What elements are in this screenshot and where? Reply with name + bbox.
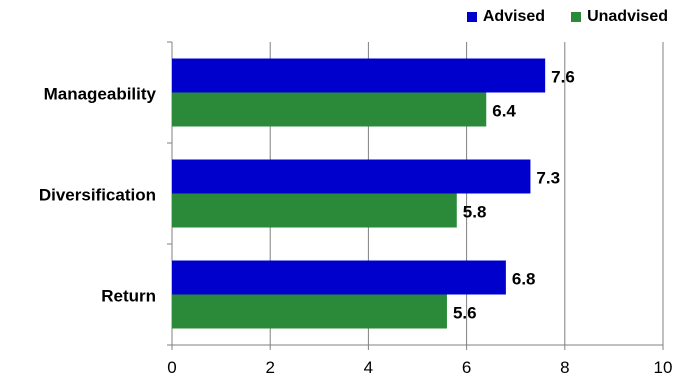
legend-swatch-unadvised [571, 12, 582, 22]
legend: Advised Unadvised [466, 8, 668, 26]
data-label-unadvised-1: 5.8 [463, 203, 487, 222]
data-label-unadvised-2: 5.6 [453, 304, 477, 323]
bar-unadvised-2 [172, 294, 447, 329]
legend-label-advised: Advised [482, 8, 546, 25]
legend-swatch-advised [466, 12, 477, 22]
category-label-0: Manageability [44, 85, 157, 104]
x-tick-label-5: 10 [654, 358, 673, 377]
data-label-advised-2: 6.8 [512, 270, 536, 289]
legend-item-advised: Advised [466, 8, 546, 26]
bar-unadvised-1 [172, 193, 457, 228]
bar-advised-1 [172, 159, 531, 194]
legend-item-unadvised: Unadvised [571, 8, 668, 26]
x-tick-label-0: 0 [167, 358, 176, 377]
data-label-advised-1: 7.3 [536, 169, 560, 188]
category-label-2: Return [101, 287, 156, 306]
category-label-1: Diversification [39, 186, 156, 205]
data-label-unadvised-0: 6.4 [492, 102, 516, 121]
bar-unadvised-0 [172, 92, 487, 127]
bar-advised-2 [172, 260, 506, 295]
data-label-advised-0: 7.6 [551, 68, 575, 87]
x-tick-label-3: 6 [462, 358, 471, 377]
bar-advised-0 [172, 58, 546, 93]
x-tick-label-2: 4 [364, 358, 373, 377]
x-tick-label-1: 2 [265, 358, 274, 377]
legend-label-unadvised: Unadvised [587, 8, 668, 25]
x-tick-label-4: 8 [560, 358, 569, 377]
